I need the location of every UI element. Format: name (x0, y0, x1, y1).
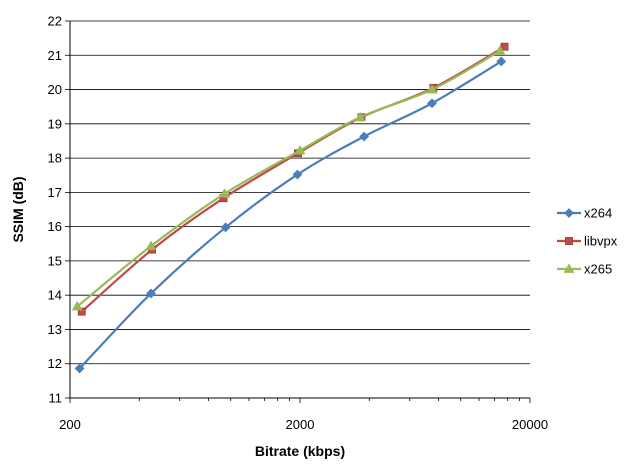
data-point-x264 (146, 288, 156, 299)
data-point-libvpx (500, 42, 509, 51)
y-tick-label: 22 (48, 14, 62, 29)
series-x264 (74, 56, 507, 374)
data-point-x264 (220, 222, 231, 233)
x-tick-label: 200 (59, 417, 81, 432)
y-tick-label: 12 (48, 356, 62, 371)
legend-label: x265 (584, 262, 612, 277)
legend-label: x264 (584, 206, 612, 221)
axes (69, 21, 530, 399)
x-axis-title: Bitrate (kbps) (255, 443, 345, 459)
data-point-x265 (494, 45, 506, 55)
data-point-x265 (219, 188, 231, 198)
y-tick-label: 20 (48, 82, 62, 97)
legend-item-x265: x265 (557, 262, 612, 277)
y-axis-title: SSIM (dB) (10, 176, 26, 242)
x-tick-label: 20000 (512, 417, 548, 432)
data-point-x264 (427, 98, 437, 109)
y-tick-label: 18 (48, 151, 62, 166)
data-series (71, 42, 509, 374)
data-point-x264 (496, 56, 507, 67)
legend-marker-x265 (563, 263, 575, 273)
series-line-libvpx (81, 45, 506, 313)
x-axis-ticks: 200 2000 20000 (59, 398, 548, 432)
data-point-x265 (294, 144, 306, 155)
data-point-x265 (145, 240, 157, 251)
data-point-x265 (426, 83, 438, 94)
data-point-libvpx (77, 307, 86, 316)
y-axis-ticks: 11 12 13 14 15 16 17 18 19 20 21 22 (48, 14, 70, 406)
gridlines (70, 20, 530, 365)
y-tick-label: 14 (48, 288, 62, 303)
y-tick-label: 19 (48, 116, 62, 131)
y-tick-label: 17 (48, 185, 62, 200)
legend-item-libvpx: libvpx (557, 234, 618, 249)
legend-item-x264: x264 (557, 206, 612, 221)
y-tick-label: 13 (48, 322, 62, 337)
legend-label: libvpx (584, 234, 618, 249)
y-tick-label: 11 (49, 391, 63, 406)
series-x265 (71, 45, 506, 311)
legend: x264 libvpx x265 (557, 206, 618, 277)
y-tick-label: 16 (48, 219, 62, 234)
series-line-x264 (78, 60, 502, 370)
data-point-x265 (354, 111, 366, 122)
data-point-x265 (71, 300, 83, 311)
y-tick-label: 21 (48, 48, 62, 63)
y-tick-label: 15 (48, 253, 62, 268)
data-point-x264 (292, 169, 303, 180)
legend-marker-libvpx (565, 237, 573, 245)
data-point-x264 (359, 131, 370, 142)
x-tick-label: 2000 (286, 417, 315, 432)
legend-marker-x264 (564, 208, 574, 218)
data-point-x264 (74, 363, 85, 374)
